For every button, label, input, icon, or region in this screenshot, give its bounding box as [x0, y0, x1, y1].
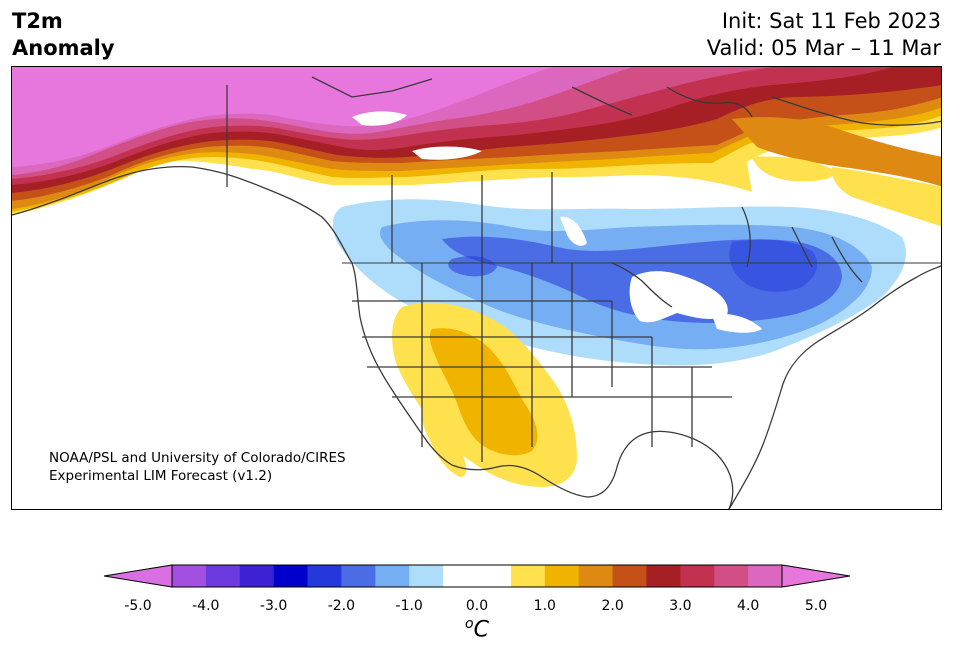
- colorbar-unit: oC: [465, 616, 489, 642]
- colorbar-tick-label: 2.0: [601, 598, 624, 614]
- init-date: Init: Sat 11 Feb 2023: [721, 9, 941, 33]
- colorbar-tick-label: 1.0: [533, 598, 556, 614]
- colorbar-tick-label: 3.0: [669, 598, 692, 614]
- colorbar-cell: [510, 565, 546, 587]
- colorbar-cell: [612, 565, 647, 587]
- map-title-line1: T2m: [12, 9, 63, 33]
- colorbar-tick-label: 0.0: [465, 598, 489, 614]
- colorbar-cells: [172, 565, 783, 587]
- colorbar-tick-label: -3.0: [259, 598, 288, 614]
- map-title: T2m Anomaly: [12, 8, 115, 62]
- valid-range: Valid: 05 Mar – 11 Mar: [706, 36, 941, 60]
- colorbar-cell: [477, 565, 512, 587]
- colorbar-cell: [239, 565, 275, 587]
- colorbar-cell: [375, 565, 410, 587]
- colorbar-cell: [443, 565, 478, 587]
- colorbar-cell: [578, 565, 614, 587]
- colorbar-tick-label: 5.0: [804, 598, 828, 614]
- colorbar-tick-label: -5.0: [124, 598, 152, 614]
- colorbar-cell: [172, 565, 207, 587]
- colorbar-tick-label: -1.0: [395, 598, 423, 614]
- forecast-dates: Init: Sat 11 Feb 2023 Valid: 05 Mar – 11…: [707, 8, 941, 62]
- degree-symbol: o: [465, 616, 474, 632]
- colorbar-tick-label: 4.0: [737, 598, 760, 614]
- colorbar-cell: [680, 565, 715, 587]
- colorbar-high-extend: [781, 564, 850, 588]
- colorbar-outline: [171, 564, 783, 588]
- anomaly-map: NOAA/PSL and University of Colorado/CIRE…: [11, 66, 942, 510]
- colorbar-legend: [104, 564, 850, 588]
- colorbar-cell: [544, 565, 580, 587]
- colorbar-cell: [409, 565, 444, 587]
- map-title-line2: Anomaly: [12, 36, 115, 60]
- attribution-line2: Experimental LIM Forecast (v1.2): [49, 468, 273, 484]
- colorbar-cell: [714, 565, 749, 587]
- colorbar-tick-label: -2.0: [327, 598, 356, 614]
- colorbar-cell: [646, 565, 681, 587]
- colorbar-cell: [341, 565, 376, 587]
- colorbar-cell: [307, 565, 342, 587]
- unit-letter: C: [473, 617, 489, 643]
- colorbar-tick-label: -4.0: [192, 598, 220, 614]
- colorbar-cell: [748, 565, 783, 587]
- attribution: NOAA/PSL and University of Colorado/CIRE…: [49, 449, 346, 485]
- attribution-line1: NOAA/PSL and University of Colorado/CIRE…: [49, 450, 346, 466]
- colorbar-cell: [273, 565, 309, 587]
- colorbar-cell: [205, 565, 241, 587]
- colorbar-low-extend: [104, 564, 173, 588]
- map-of-north-america-icon: [12, 67, 941, 509]
